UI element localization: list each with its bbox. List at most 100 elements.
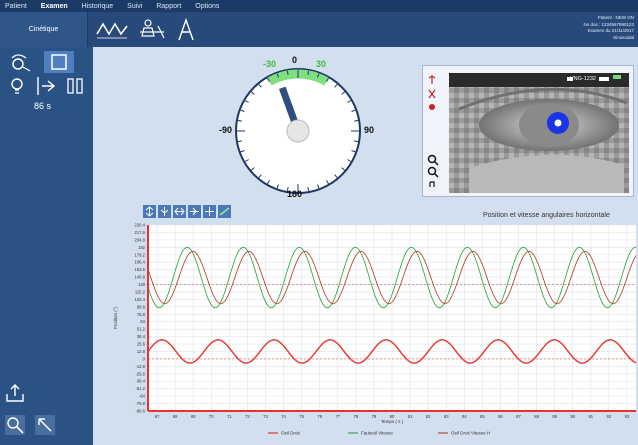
- x-tick-label: 68: [173, 414, 178, 419]
- x-tick-label: 92: [607, 414, 612, 419]
- y-tick-label: 76.8: [137, 312, 146, 317]
- dial-tick: [276, 184, 279, 189]
- dial-tick: [267, 180, 270, 185]
- y-tick-label: 179.2: [135, 252, 146, 257]
- x-tick-label: 71: [227, 414, 232, 419]
- dial-tick: [334, 83, 338, 88]
- patient-info: Patient : NEW ON No dos : 1234567890123 …: [583, 15, 634, 41]
- dial-tick: [286, 187, 289, 192]
- eye-marker-icons[interactable]: [427, 74, 437, 114]
- menu-item-options[interactable]: Options: [195, 2, 220, 10]
- dial-tick: [317, 184, 320, 189]
- dial-tick: [240, 150, 245, 153]
- eye-side-tools: [427, 74, 437, 119]
- x-tick-label: 79: [372, 414, 377, 419]
- x-tick-label: 76: [317, 414, 322, 419]
- x-tick-label: 73: [263, 414, 268, 419]
- eye-camera-image[interactable]: [449, 73, 629, 193]
- y-tick-label: 38.4: [137, 334, 146, 339]
- y-tick-label: 115.2: [135, 289, 146, 294]
- dial-tick: [237, 140, 242, 143]
- legend-label: Oeil Droit Vitesse H: [451, 431, 490, 436]
- menu-bar: Patient Examen Historique Suivi Rapport …: [0, 0, 638, 12]
- chart-zoom-toolbar[interactable]: [143, 205, 235, 219]
- dial-tick: [334, 174, 338, 179]
- dial-tick: [354, 140, 359, 143]
- series-line-3: [147, 250, 637, 305]
- dial-label-minus-90: -90: [219, 125, 233, 135]
- eye-video-panel: VNG-1232: [422, 65, 634, 197]
- timer: 86 s: [34, 101, 52, 111]
- y-tick-label: -25.6: [135, 371, 145, 376]
- dial-graphic: [235, 68, 361, 194]
- zoom-in-out-icon[interactable]: [427, 154, 439, 188]
- menu-item-examen[interactable]: Examen: [40, 2, 68, 10]
- x-tick-label: 90: [570, 414, 575, 419]
- menu-item-suivi[interactable]: Suivi: [127, 2, 143, 10]
- dial-tick: [258, 83, 262, 88]
- light-bulb-icon[interactable]: [6, 75, 32, 97]
- graph-cursor-icon[interactable]: [175, 18, 197, 42]
- record-button[interactable]: [44, 51, 74, 73]
- x-axis-label: Temps ( s ): [381, 419, 404, 424]
- y-tick-label: -76.8: [135, 401, 145, 406]
- pause-icon[interactable]: [62, 75, 88, 97]
- x-tick-label: 72: [245, 414, 250, 419]
- x-tick-label: 80: [390, 414, 395, 419]
- x-tick-label: 75: [299, 414, 304, 419]
- pointer-tool-icon[interactable]: [34, 414, 56, 436]
- exam-date: Examen du 21/11/2017: [587, 28, 634, 33]
- x-tick-label: 93: [625, 414, 630, 419]
- x-tick-label: 74: [281, 414, 286, 419]
- series-line-2: [147, 246, 637, 309]
- menu-item-rapport[interactable]: Rapport: [156, 2, 182, 10]
- y-axis-label: Position (°): [113, 306, 118, 329]
- camera-settings-icon[interactable]: [8, 51, 34, 73]
- x-tick-label: 89: [552, 414, 557, 419]
- dial-tick: [276, 73, 279, 78]
- dial-tick: [351, 150, 356, 153]
- dial-tick: [326, 77, 329, 82]
- dial-tick: [244, 159, 249, 162]
- x-tick-label: 78: [354, 414, 359, 419]
- dial-tick: [347, 159, 352, 162]
- y-tick-label: -64: [139, 394, 146, 399]
- y-tick-label: 192: [138, 245, 146, 250]
- menu-item-historique[interactable]: Historique: [81, 2, 114, 10]
- dial-ticks: [237, 70, 359, 192]
- x-tick-label: 77: [335, 414, 340, 419]
- position-velocity-chart[interactable]: 230.4 217.6 204.8 192 179.2 166.4 153.6 140.8 12…: [93, 223, 638, 445]
- x-tick-label: 91: [588, 414, 593, 419]
- wave-tool-icon[interactable]: [96, 18, 130, 42]
- dial-tick: [341, 167, 346, 171]
- export-icon[interactable]: [4, 382, 26, 404]
- eye-zoom-tools: [427, 154, 439, 193]
- x-tick-label: 81: [408, 414, 413, 419]
- x-tick-label: 67: [155, 414, 160, 419]
- chart-tool-buttons: [143, 205, 231, 218]
- x-tick-label: 85: [480, 414, 485, 419]
- menu-item-patient[interactable]: Patient: [5, 2, 27, 10]
- exam-type: Sinusoidal: [613, 34, 634, 40]
- x-tick-label: 69: [191, 414, 196, 419]
- mode-label[interactable]: Cinétique: [0, 12, 88, 47]
- direction-arrow-icon[interactable]: [32, 75, 58, 97]
- dial-label-0: 0: [292, 55, 298, 65]
- dial-tick: [307, 70, 310, 75]
- x-tick-label: 87: [516, 414, 521, 419]
- x-axis-ticks: 67 68 69 70 71 72 73 74 75 76 77 78 79 80 81 82 83 84 85 86…: [155, 414, 630, 419]
- zoom-tool-icon[interactable]: [4, 414, 26, 436]
- dial-label-90: 90: [364, 125, 375, 135]
- x-tick-label: 70: [209, 414, 214, 419]
- dial-tick: [354, 119, 359, 122]
- y-tick-label: 204.8: [135, 237, 146, 242]
- x-tick-label: 83: [444, 414, 449, 419]
- patient-body-icon[interactable]: [136, 18, 168, 42]
- y-tick-label: 102.4: [135, 297, 146, 302]
- y-tick-label: 89.6: [137, 304, 146, 309]
- chart-title: Position et vitesse angulaires horizonta…: [483, 212, 610, 219]
- square-icon: [51, 54, 67, 70]
- sidebar: 86 s: [0, 47, 93, 445]
- y-tick-label: -51.2: [135, 386, 145, 391]
- y-tick-label: -89.6: [135, 409, 145, 414]
